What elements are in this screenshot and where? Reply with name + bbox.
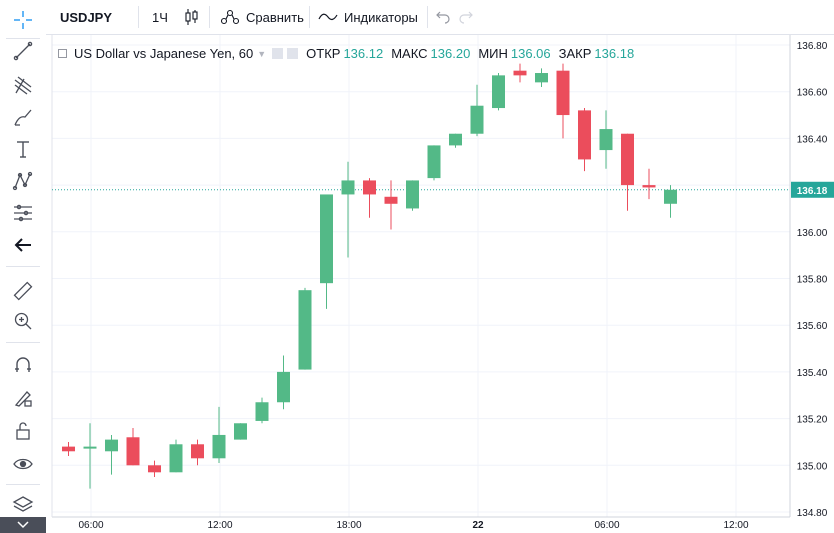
price-chart[interactable]: 136.80 136.60 136.40 136.20 136.00 135.80 135.… — [46, 35, 834, 533]
chart-legend: US Dollar vs Japanese Yen, 60 ▼ ОТКР 136.… — [58, 46, 634, 61]
current-price-badge — [791, 181, 834, 198]
redo-icon — [459, 11, 473, 24]
chart-background — [46, 35, 834, 533]
forecast-icon[interactable] — [0, 198, 46, 228]
candle-body — [578, 110, 591, 160]
price-tick-label: 135.00 — [797, 461, 828, 472]
indicators-label: Индикаторы — [344, 9, 418, 25]
candle-body — [148, 465, 161, 473]
time-tick-label: 22 — [472, 520, 484, 531]
close-label: ЗАКР — [558, 46, 592, 61]
lock-drawing-icon[interactable] — [0, 383, 46, 413]
price-tick-label: 135.80 — [797, 275, 828, 286]
candle-body — [363, 180, 376, 195]
compare-label: Сравнить — [246, 9, 304, 25]
redo-button[interactable] — [458, 0, 474, 34]
candle-body — [234, 423, 247, 440]
price-tick-label: 135.40 — [797, 368, 828, 379]
undo-icon — [436, 11, 450, 24]
candle-body — [449, 133, 462, 146]
chevron-down-icon — [17, 521, 29, 529]
compare-icon — [220, 9, 240, 25]
candles-icon — [185, 9, 198, 25]
top-toolbar: USDJPY 1Ч Сравнить Индикаторы — [46, 0, 834, 35]
candle-body — [556, 70, 570, 116]
time-tick-label: 18:00 — [336, 520, 361, 531]
brush-icon[interactable] — [0, 102, 46, 132]
current-price-label: 136.18 — [797, 186, 828, 197]
pattern-icon[interactable] — [0, 166, 46, 196]
interval-selector[interactable]: 1Ч — [152, 9, 168, 25]
indicators-button[interactable]: Индикаторы — [318, 0, 418, 34]
candle-body — [62, 446, 75, 452]
time-tick-label: 12:00 — [207, 520, 232, 531]
text-icon[interactable] — [0, 134, 46, 164]
candle-body — [126, 437, 140, 466]
candle-body — [83, 446, 97, 449]
hide-series-icon[interactable] — [272, 48, 284, 59]
left-toolbar — [0, 0, 47, 533]
magnet-icon[interactable] — [0, 350, 46, 380]
candle-body — [341, 180, 355, 195]
low-label: МИН — [478, 46, 508, 61]
candle-body — [513, 70, 527, 76]
candle-body — [470, 105, 484, 134]
low-value: 136.06 — [510, 46, 551, 61]
candle-body — [599, 129, 613, 151]
price-tick-label: 136.40 — [797, 134, 828, 145]
crosshair-icon[interactable] — [0, 5, 46, 35]
collapse-toolbar-button[interactable] — [0, 517, 46, 533]
chart-type-button[interactable] — [184, 0, 200, 34]
open-value: 136.12 — [343, 46, 384, 61]
candle-body — [105, 439, 118, 452]
legend-title: US Dollar vs Japanese Yen, 60 — [74, 46, 254, 61]
unlock-icon[interactable] — [0, 416, 46, 446]
candle-body — [535, 73, 548, 83]
price-tick-label: 136.00 — [797, 228, 828, 239]
candle-body — [277, 371, 290, 403]
candle-body — [298, 290, 312, 370]
pitchfork-icon[interactable] — [0, 70, 46, 100]
back-arrow-icon[interactable] — [0, 230, 46, 260]
price-tick-label: 135.60 — [797, 321, 828, 332]
symbol-search[interactable]: USDJPY — [60, 9, 113, 25]
close-value: 136.18 — [594, 46, 635, 61]
ruler-icon[interactable] — [0, 276, 46, 306]
undo-button[interactable] — [435, 0, 451, 34]
layers-icon[interactable] — [0, 490, 46, 520]
candle-body — [642, 185, 656, 188]
candle-body — [169, 444, 183, 473]
candle-body — [427, 145, 441, 179]
compare-button[interactable]: Сравнить — [219, 0, 304, 34]
zoom-in-icon[interactable] — [0, 306, 46, 336]
time-tick-label: 06:00 — [594, 520, 619, 531]
price-tick-label: 134.80 — [797, 508, 828, 519]
high-value: 136.20 — [430, 46, 471, 61]
legend-dropdown-icon[interactable]: ▼ — [257, 48, 267, 59]
time-tick-label: 12:00 — [723, 520, 748, 531]
indicators-icon — [318, 13, 338, 21]
price-tick-label: 136.60 — [797, 88, 828, 99]
candle-body — [255, 402, 269, 421]
time-tick-label: 06:00 — [78, 520, 103, 531]
settings-icon[interactable] — [287, 48, 299, 59]
price-tick-label: 136.80 — [797, 41, 828, 52]
candle-body — [212, 434, 226, 459]
candle-body — [191, 444, 204, 459]
candle-body — [492, 75, 505, 109]
price-tick-label: 135.20 — [797, 415, 828, 426]
open-label: ОТКР — [306, 46, 341, 61]
high-label: МАКС — [391, 46, 428, 61]
candle-body — [384, 196, 398, 204]
candle-body — [320, 194, 333, 284]
candle-body — [664, 189, 677, 204]
trend-line-icon[interactable] — [0, 36, 46, 66]
candle-body — [621, 133, 634, 186]
eye-icon[interactable] — [0, 449, 46, 479]
candle-body — [406, 180, 419, 209]
collapse-legend-icon[interactable] — [58, 49, 67, 58]
